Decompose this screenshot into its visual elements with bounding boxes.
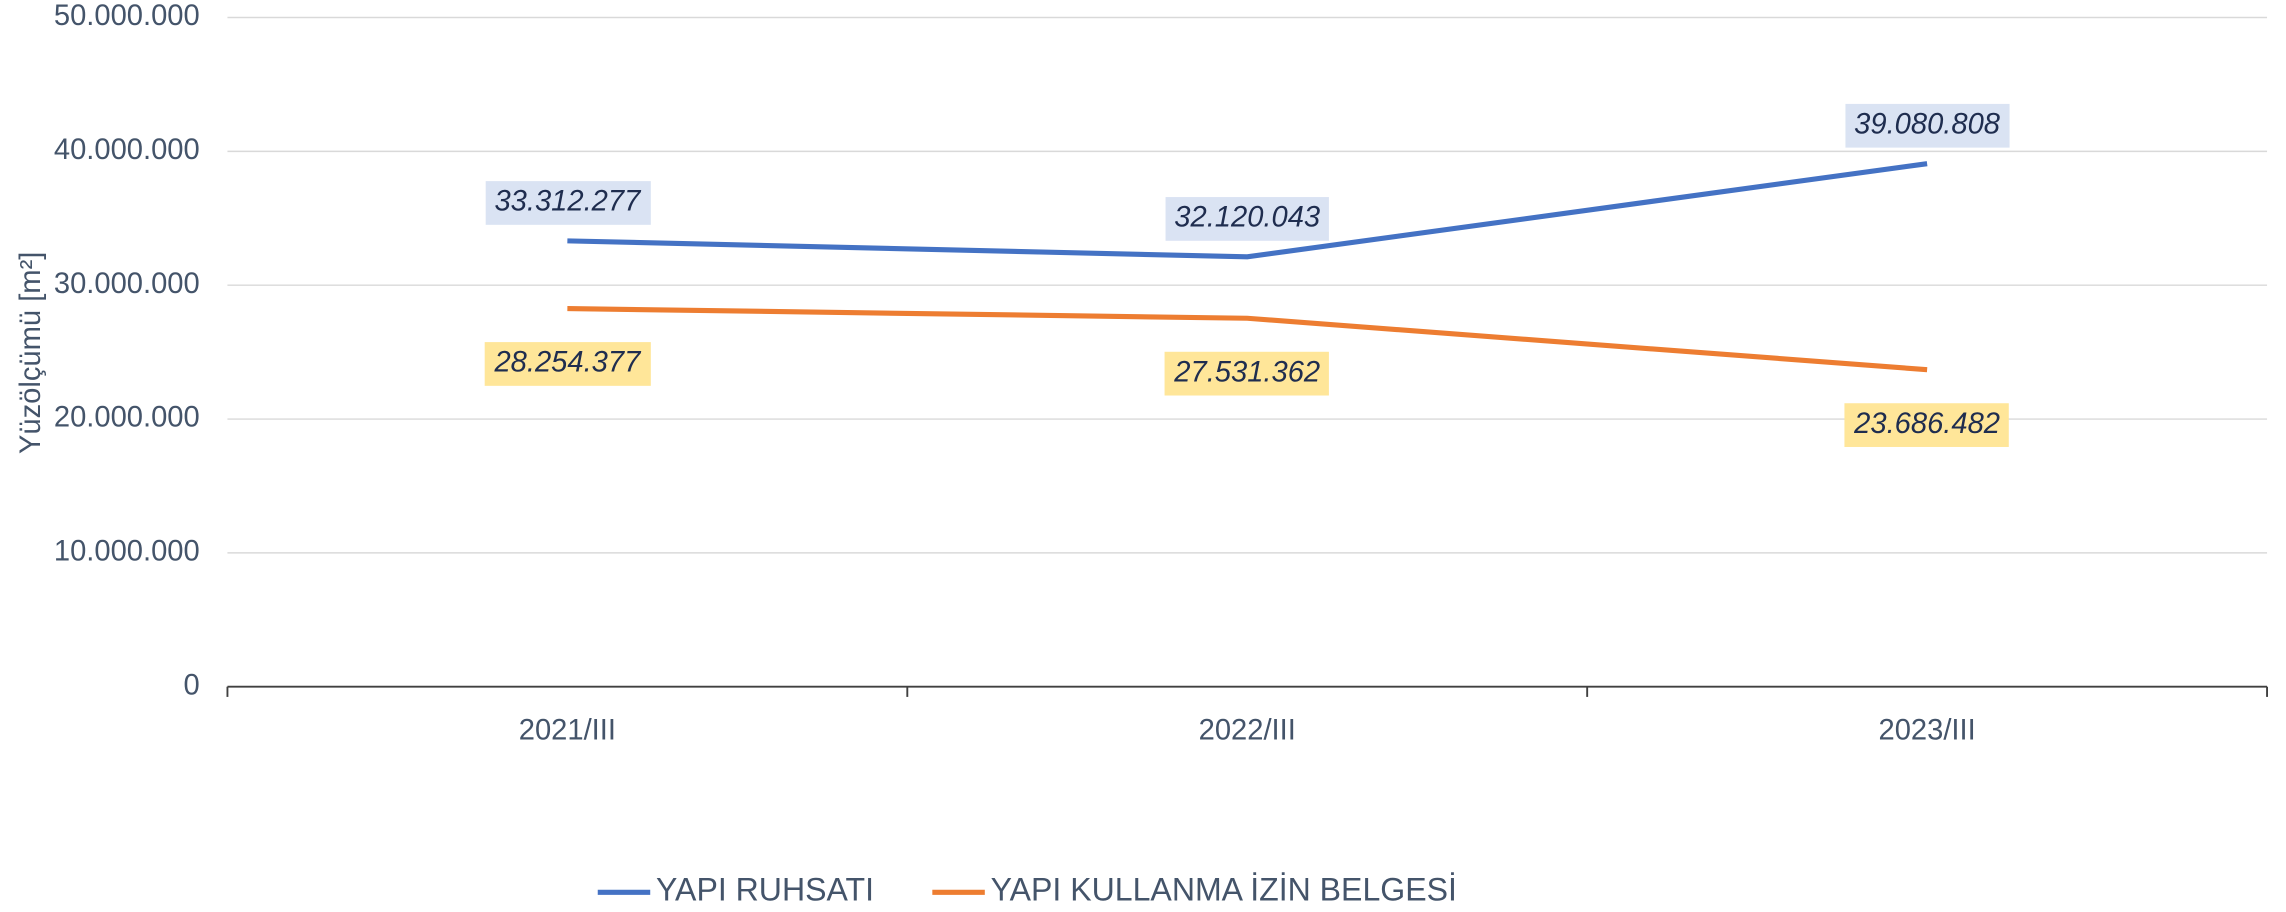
x-tick-label: 2021/III xyxy=(519,715,616,747)
data-label: 23.686.482 xyxy=(1853,408,2000,440)
y-tick-label: 40.000.000 xyxy=(54,134,200,166)
legend-label: YAPI KULLANMA İZİN BELGESİ xyxy=(991,872,1457,908)
data-label: 28.254.377 xyxy=(493,347,642,379)
data-label-bg xyxy=(1845,103,2010,148)
x-tick-label: 2022/III xyxy=(1199,715,1296,747)
data-label-bg xyxy=(485,181,651,225)
data-label-bg xyxy=(1165,197,1329,241)
data-label-bg xyxy=(484,342,651,386)
y-tick-label: 0 xyxy=(184,669,200,701)
legend-label: YAPI RUHSATI xyxy=(656,872,874,908)
y-tick-label: 30.000.000 xyxy=(54,268,200,300)
data-label: 27.531.362 xyxy=(1173,356,1320,388)
series-line xyxy=(567,161,1928,260)
y-tick-label: 50.000.000 xyxy=(54,0,200,32)
data-label: 33.312.277 xyxy=(494,186,642,218)
data-label-bg xyxy=(1844,403,2009,447)
y-tick-label: 10.000.000 xyxy=(54,536,200,568)
data-label: 32.120.043 xyxy=(1174,202,1320,234)
series-line xyxy=(567,306,1928,373)
y-tick-label: 20.000.000 xyxy=(54,402,200,434)
y-axis-label: Yüzölçümü [m²] xyxy=(15,252,47,454)
data-label-bg xyxy=(1164,351,1329,396)
data-label: 39.080.808 xyxy=(1854,108,2001,140)
x-tick-label: 2023/III xyxy=(1879,715,1976,747)
